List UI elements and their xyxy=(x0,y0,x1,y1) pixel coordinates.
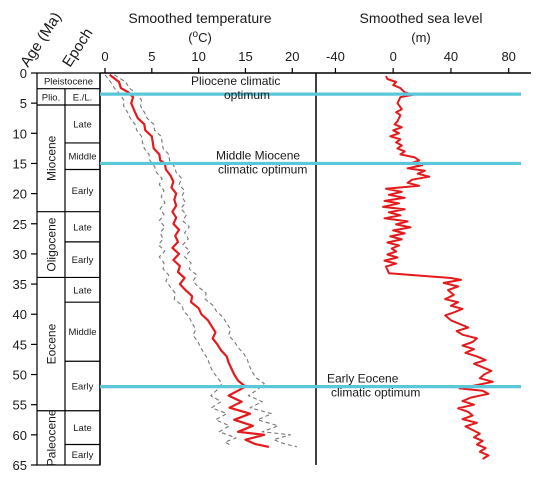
climatic-optimum-label: Pliocene climatic xyxy=(191,74,280,88)
age-tick-label: 45 xyxy=(13,337,27,352)
temperature-x-tick-label: 5 xyxy=(148,49,155,64)
age-tick-label: 20 xyxy=(13,187,27,202)
temperature-x-tick-label: 15 xyxy=(238,49,252,64)
age-tick-label: 10 xyxy=(13,126,27,141)
sea-level-title: Smoothed sea level xyxy=(360,10,483,26)
sub-epoch-label: E./L. xyxy=(73,92,93,103)
temperature-title: Smoothed temperature xyxy=(128,10,271,26)
sub-epoch-label: Late xyxy=(73,119,92,130)
epoch-label: Pleistocene xyxy=(44,76,93,87)
sea-level-x-tick-label: 0 xyxy=(390,49,397,64)
epoch-label: Eocene xyxy=(45,323,59,364)
age-tick-label: 15 xyxy=(13,156,27,171)
climatic-optimum-label: Early Eocene xyxy=(327,372,399,386)
temperature-x-tick-label: 20 xyxy=(285,49,299,64)
sub-epoch-label: Late xyxy=(73,222,92,233)
temperature-unit: (oC) xyxy=(188,29,212,45)
sea-level-unit: (m) xyxy=(411,30,431,45)
temperature-mean-line xyxy=(109,73,270,448)
climatic-optimum-label: optimum xyxy=(224,88,270,102)
age-tick-label: 50 xyxy=(13,368,27,383)
sub-epoch-label: Early xyxy=(72,381,94,392)
epoch-label: Plio. xyxy=(42,92,60,103)
climatic-optimum-label: climatic optimum xyxy=(218,162,307,176)
age-tick-label: 65 xyxy=(13,458,27,473)
temperature-upper-envelope-line xyxy=(114,74,298,448)
sub-epoch-label: Late xyxy=(73,285,92,296)
sub-epoch-label: Late xyxy=(73,423,92,434)
sea-level-x-tick-label: 80 xyxy=(501,49,515,64)
reference-lines xyxy=(100,92,521,389)
temperature-panel: 0 5 10 15 20 xyxy=(99,49,316,465)
epoch-table: Pleistocene Plio. E./L. Miocene Late Middle Ea… xyxy=(36,72,101,466)
age-tick-label: 5 xyxy=(20,96,27,111)
sub-epoch-label: Early xyxy=(72,450,94,461)
climatic-optimum-label: climatic optimum xyxy=(331,386,420,400)
age-tick-label: 40 xyxy=(13,307,27,322)
epoch-axis-label: Epoch xyxy=(59,25,96,70)
age-axis-label: Age (Ma) xyxy=(17,9,65,70)
age-tick-label: 55 xyxy=(13,398,27,413)
climatic-optimum-label: Middle Miocene xyxy=(216,148,300,162)
epoch-label: Miocene xyxy=(45,135,59,181)
age-tick-label: 30 xyxy=(13,247,27,262)
age-tick-label: 60 xyxy=(13,428,27,443)
sub-epoch-label: Early xyxy=(72,255,94,266)
sea-level-panel: -40 0 40 80 xyxy=(315,49,531,465)
sub-epoch-label: Early xyxy=(72,186,94,197)
sub-epoch-label: Middle xyxy=(69,327,97,338)
age-tick-label: 0 xyxy=(20,66,27,81)
sea-level-line xyxy=(382,75,494,460)
temperature-x-tick-label: 0 xyxy=(101,49,108,64)
sea-level-x-tick-label: -40 xyxy=(326,49,345,64)
age-tick-label: 35 xyxy=(13,277,27,292)
temperature-lower-envelope-line xyxy=(104,74,237,447)
sub-epoch-label: Middle xyxy=(69,152,97,163)
age-axis: 0 5 10 15 20 25 30 35 40 45 50 55 60 65 xyxy=(13,66,37,473)
epoch-label: Oligocene xyxy=(45,217,59,271)
sea-level-x-tick-label: 40 xyxy=(444,49,458,64)
epoch-label: Paleocene xyxy=(45,409,59,466)
age-tick-label: 25 xyxy=(13,217,27,232)
temperature-x-tick-label: 10 xyxy=(191,49,205,64)
